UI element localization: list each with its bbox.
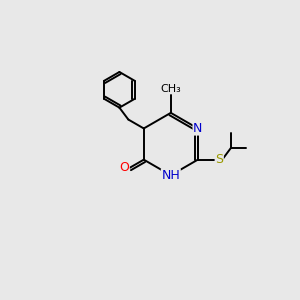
Text: CH₃: CH₃ xyxy=(160,83,181,94)
Text: O: O xyxy=(119,161,129,174)
Text: NH: NH xyxy=(161,169,180,182)
Text: S: S xyxy=(215,153,223,166)
Text: N: N xyxy=(193,122,203,135)
